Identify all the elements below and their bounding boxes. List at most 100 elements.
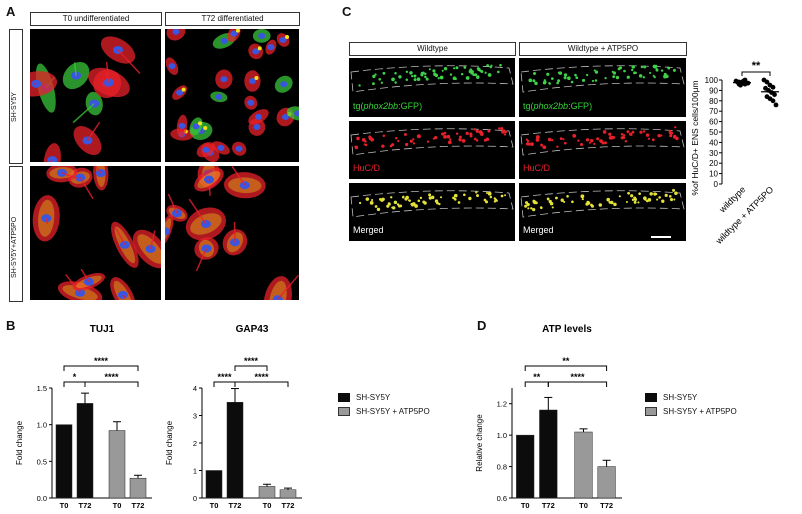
- lane-label-gfp-right: tg(phox2bb:GFP): [523, 101, 593, 111]
- gut-outline: [520, 128, 685, 156]
- cells-svg: [165, 29, 299, 162]
- neuron-dot: [443, 67, 448, 71]
- neuron-dot: [535, 135, 540, 139]
- lane-label-hucd-left: HuC/D: [353, 163, 381, 173]
- neuron-dot: [608, 201, 612, 204]
- neuron-dot: [526, 202, 530, 207]
- gut-outline: [350, 65, 514, 93]
- y-tick-label: 0.6: [497, 494, 507, 503]
- panel-c-header-wildtype-atp5po: Wildtype + ATP5PO: [519, 42, 687, 56]
- sig-bracket: [213, 381, 236, 387]
- neuron-dot: [476, 75, 480, 80]
- neuron-dot: [524, 204, 528, 208]
- x-tick-label: T0: [60, 501, 69, 510]
- neurite: [86, 121, 101, 141]
- nucleus: [165, 227, 171, 236]
- nucleus: [248, 78, 256, 85]
- neuron-dot: [579, 142, 584, 147]
- panel-letter-c: C: [342, 4, 352, 19]
- neuron-dot: [590, 139, 594, 143]
- neuron-dot: [620, 132, 624, 136]
- neuron-dot: [500, 127, 504, 131]
- neuron-dot: [432, 69, 436, 73]
- neuron-dot: [533, 72, 536, 75]
- overlap-spot: [235, 29, 240, 33]
- y-tick-label: 30: [709, 149, 718, 158]
- neurite: [80, 268, 90, 283]
- neuron-dot: [625, 201, 628, 204]
- neuron-dot: [453, 197, 457, 201]
- neuron-dot: [449, 138, 452, 141]
- lane-atp-gfp: [519, 58, 686, 117]
- neuron-dot: [572, 134, 577, 138]
- neuron-dot: [433, 72, 437, 77]
- y-tick-label: 3: [193, 412, 197, 421]
- neuron-dot: [416, 77, 421, 81]
- gut-outline: [350, 128, 514, 156]
- bar: [539, 409, 558, 499]
- y-tick-label: 0: [714, 180, 719, 189]
- scatter-ylabel: %of HuC/D+ ENS cells/100μm: [690, 80, 700, 195]
- neuron-dot: [504, 194, 507, 197]
- neuron-dot: [380, 81, 384, 84]
- neurite: [94, 166, 102, 174]
- neuron-dot: [618, 66, 623, 70]
- sig-label: ****: [104, 372, 119, 382]
- neurite: [195, 248, 208, 272]
- neuron-dot: [645, 133, 650, 137]
- neuron-dot: [624, 140, 628, 143]
- neurite: [277, 274, 299, 300]
- neuron-dot: [356, 136, 360, 141]
- panel-letter-d: D: [477, 318, 487, 333]
- nucleus: [253, 124, 261, 131]
- neuron-dot: [500, 194, 504, 198]
- neuron-dot: [547, 137, 552, 142]
- neuron-dot: [577, 139, 580, 142]
- x-tick-label: T0: [521, 501, 530, 510]
- nucleus: [47, 156, 58, 162]
- x-tick-label: T72: [132, 501, 145, 510]
- neuron-dot: [437, 77, 440, 80]
- neuron-dot: [563, 200, 566, 203]
- sig-bracket: [524, 381, 549, 387]
- neuron-dot: [527, 207, 530, 210]
- neuron-dot: [590, 204, 594, 208]
- panel-a-row-label-box-1: [9, 29, 23, 164]
- neuron-dot: [405, 70, 409, 73]
- neuron-dot: [497, 70, 500, 74]
- neuron-dot: [368, 136, 373, 141]
- neuron-dot: [460, 72, 464, 76]
- y-tick-label: 4: [193, 384, 197, 393]
- neuron-dot: [626, 130, 630, 134]
- neuron-dot: [476, 194, 479, 198]
- neuron-dot: [434, 135, 438, 140]
- neuron-dot: [474, 73, 478, 77]
- neuron-dot: [631, 68, 634, 72]
- neuron-dot: [490, 64, 493, 67]
- data-point: [770, 84, 776, 90]
- neuron-dot: [606, 197, 611, 202]
- sig-bracket: [63, 381, 86, 387]
- y-tick-label: 100: [705, 76, 719, 85]
- y-tick-label: 2: [193, 439, 197, 448]
- legend-label: SH-SY5Y: [356, 392, 391, 402]
- neuron-dot: [458, 138, 462, 142]
- panel-letter-b: B: [6, 318, 16, 333]
- neuron-dot: [479, 132, 484, 136]
- neurite: [117, 49, 141, 75]
- neuron-dot: [414, 205, 418, 208]
- neuron-dot: [602, 130, 607, 134]
- panel-a-header-t0: T0 undifferentiated: [30, 12, 162, 26]
- neuron-dot: [642, 76, 645, 79]
- y-tick-label: 20: [709, 159, 718, 168]
- y-tick-label: 1.0: [37, 421, 47, 430]
- legend-item: SH-SY5Y + ATP5PO: [645, 404, 737, 418]
- neuron-dot: [374, 73, 377, 76]
- x-tick-label: T72: [600, 501, 613, 510]
- neuron-dot: [675, 137, 678, 140]
- nucleus: [252, 48, 260, 55]
- legend-d: SH-SY5Y SH-SY5Y + ATP5PO: [645, 390, 737, 418]
- neuron-dot: [540, 143, 544, 147]
- data-point: [764, 79, 770, 85]
- neuron-dot: [637, 201, 640, 204]
